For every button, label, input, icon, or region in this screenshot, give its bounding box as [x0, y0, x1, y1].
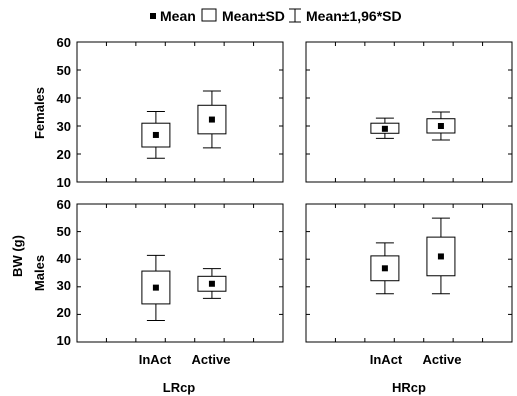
- y-tick-label: 10: [57, 333, 71, 348]
- mean-marker: [381, 125, 388, 132]
- y-tick-labels-bottom: 60 50 40 30 20 10: [57, 197, 71, 348]
- panel-females-hrcp: [305, 41, 513, 183]
- category-label-hrcp-active: Active: [422, 352, 461, 367]
- mean-marker: [381, 265, 388, 272]
- mean-marker: [152, 284, 159, 291]
- legend-mean-symbol: [150, 13, 156, 19]
- panel-frame: [305, 41, 513, 183]
- box-active: [426, 111, 456, 141]
- mean-marker: [208, 116, 215, 123]
- panel-males-lrcp: [76, 203, 284, 343]
- legend-sd-label: Mean±SD: [222, 8, 285, 24]
- y-tick-label: 40: [57, 251, 71, 266]
- y-tick-label: 20: [57, 305, 71, 320]
- column-label-hrcp: HRcp: [392, 380, 426, 395]
- panel-frame: [76, 203, 284, 343]
- y-tick-label: 40: [57, 91, 71, 106]
- legend-sd-symbol: [201, 8, 217, 22]
- row-label-males: Males: [32, 255, 47, 291]
- legend-mean-label: Mean: [160, 8, 196, 24]
- panel-males-hrcp: [305, 203, 513, 343]
- y-tick-label: 30: [57, 119, 71, 134]
- mean-marker: [208, 280, 215, 287]
- box-inact: [370, 117, 400, 139]
- box-active: [197, 268, 227, 299]
- y-tick-label: 60: [57, 197, 71, 212]
- mean-marker: [152, 131, 159, 138]
- category-label-lrcp-inact: InAct: [139, 352, 172, 367]
- panels: [76, 41, 513, 343]
- legend-whisker-symbol: [289, 8, 301, 23]
- y-tick-label: 10: [57, 175, 71, 190]
- category-label-hrcp-inact: InAct: [370, 352, 403, 367]
- box-active: [197, 90, 227, 149]
- column-label-lrcp: LRcp: [163, 380, 196, 395]
- box-inact: [141, 254, 171, 321]
- mean-marker: [437, 123, 444, 129]
- y-tick-label: 20: [57, 147, 71, 162]
- category-label-lrcp-active: Active: [191, 352, 230, 367]
- y-axis-title: BW (g): [10, 235, 25, 277]
- panel-frame: [305, 203, 513, 343]
- box-inact: [370, 242, 400, 295]
- legend: Mean Mean±SD Mean±1,96*SD: [150, 8, 402, 24]
- panel-females-lrcp: [76, 41, 284, 183]
- box-inact: [141, 110, 171, 159]
- mean-marker: [437, 253, 444, 260]
- row-label-females: Females: [32, 87, 47, 139]
- panel-frame: [76, 41, 284, 183]
- box-active: [426, 217, 456, 295]
- legend-whisker-label: Mean±1,96*SD: [306, 8, 402, 24]
- y-tick-label: 50: [57, 224, 71, 239]
- y-tick-label: 30: [57, 278, 71, 293]
- y-tick-label: 50: [57, 63, 71, 78]
- y-tick-label: 60: [57, 35, 71, 50]
- y-tick-labels-top: 60 50 40 30 20 10: [57, 35, 71, 190]
